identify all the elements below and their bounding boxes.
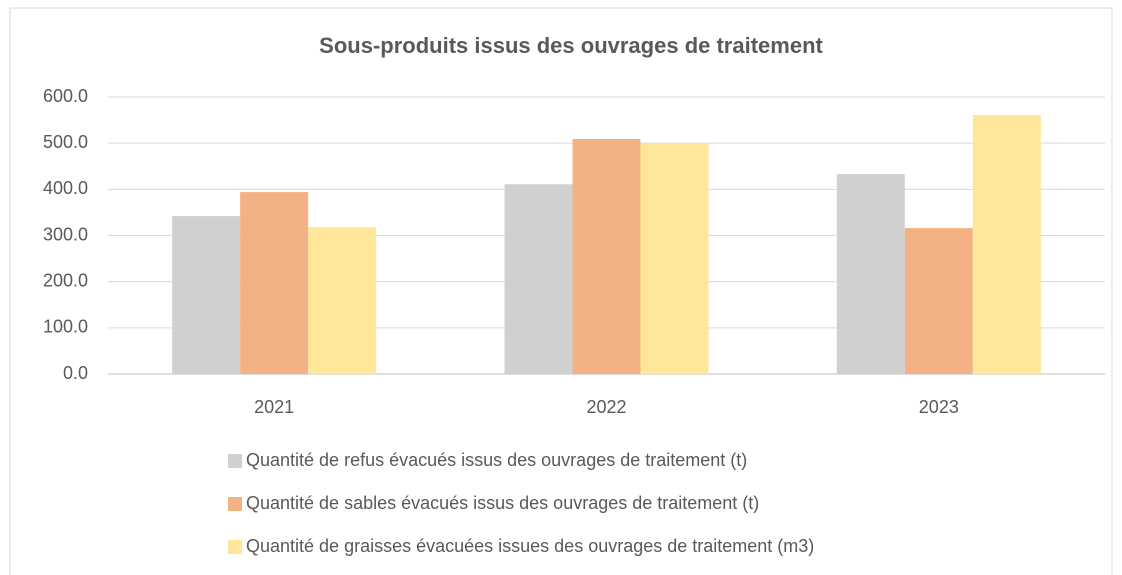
legend-label: Quantité de sables évacués issus des ouv… xyxy=(246,493,759,513)
bar xyxy=(308,227,377,374)
legend-swatch xyxy=(228,540,242,554)
legend-label: Quantité de graisses évacuées issues des… xyxy=(246,536,814,556)
y-tick-label: 100.0 xyxy=(43,317,88,337)
bar xyxy=(904,228,973,374)
y-tick-label: 0.0 xyxy=(63,363,88,383)
bar xyxy=(972,115,1041,374)
legend-swatch xyxy=(228,454,242,468)
x-tick-label: 2023 xyxy=(919,397,959,417)
y-tick-label: 400.0 xyxy=(43,178,88,198)
y-tick-label: 500.0 xyxy=(43,132,88,152)
y-tick-label: 200.0 xyxy=(43,270,88,290)
x-tick-label: 2021 xyxy=(254,397,294,417)
chart-title: Sous-produits issus des ouvrages de trai… xyxy=(319,33,823,58)
legend-swatch xyxy=(228,497,242,511)
legend-label: Quantité de refus évacués issus des ouvr… xyxy=(246,450,747,470)
y-tick-label: 300.0 xyxy=(43,224,88,244)
bar xyxy=(836,174,905,374)
y-tick-label: 600.0 xyxy=(43,86,88,106)
bar xyxy=(240,192,309,374)
bar xyxy=(172,216,241,374)
x-tick-label: 2022 xyxy=(586,397,626,417)
bar xyxy=(504,184,573,374)
bar xyxy=(572,139,641,374)
bar xyxy=(640,143,709,374)
